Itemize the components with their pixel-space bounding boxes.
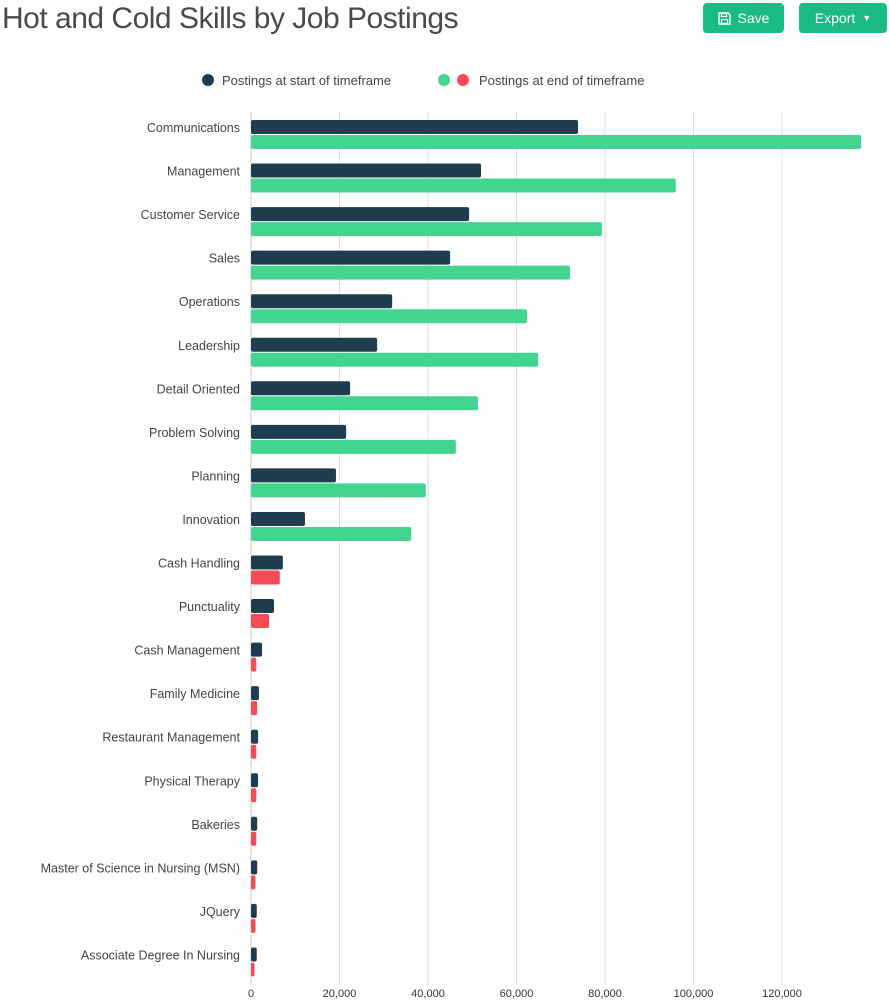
category-label: Family Medicine [150, 687, 240, 701]
export-button[interactable]: Export ▼ [799, 3, 887, 33]
bar-end [251, 570, 280, 585]
bar-end [251, 526, 412, 541]
legend-end-up-dot [438, 74, 450, 86]
bar-end [251, 222, 602, 237]
bar-start [251, 468, 336, 483]
bar-start [251, 294, 393, 309]
legend: Postings at start of timeframe Postings … [202, 73, 644, 88]
bar-start [251, 163, 482, 178]
category-label: Physical Therapy [144, 774, 240, 788]
bar-end [251, 439, 456, 454]
legend-start-label: Postings at start of timeframe [222, 73, 391, 88]
bar-start [251, 642, 263, 657]
category-label: Associate Degree In Nursing [81, 948, 240, 962]
x-tick-label: 60,000 [500, 988, 534, 1000]
category-label: Customer Service [141, 208, 240, 222]
page-title: Hot and Cold Skills by Job Postings [2, 2, 459, 35]
x-tick-label: 100,000 [674, 988, 714, 1000]
bar-start [251, 947, 257, 962]
category-label: Planning [191, 469, 240, 483]
x-tick-label: 0 [248, 988, 254, 1000]
bar-start [251, 860, 258, 875]
legend-end-down-dot [457, 74, 469, 86]
category-label: Bakeries [191, 818, 240, 832]
legend-start-dot [202, 74, 214, 86]
category-label: Leadership [178, 339, 240, 353]
bar-start [251, 903, 257, 918]
bar-start [251, 424, 347, 439]
floppy-disk-icon [717, 11, 731, 25]
category-label: Punctuality [179, 600, 241, 614]
bar-end [251, 962, 255, 977]
category-label: Management [167, 165, 240, 179]
bar-start [251, 555, 283, 570]
bar-end [251, 396, 479, 411]
bar-start [251, 207, 470, 222]
save-button[interactable]: Save [703, 3, 784, 33]
legend-end-label: Postings at end of timeframe [479, 73, 644, 88]
category-label: Sales [209, 252, 240, 266]
bar-end [251, 657, 257, 672]
category-label: Cash Management [134, 644, 240, 658]
bar-end [251, 788, 257, 803]
export-label: Export [814, 10, 856, 26]
category-label: JQuery [200, 905, 241, 919]
bar-end [251, 701, 258, 716]
bar-end [251, 918, 256, 933]
category-label: Communications [147, 121, 240, 135]
bar-start [251, 250, 451, 265]
category-label: Restaurant Management [102, 731, 240, 745]
bar-start [251, 599, 275, 614]
category-label: Cash Handling [158, 557, 240, 571]
x-tick-label: 20,000 [323, 988, 357, 1000]
category-label: Master of Science in Nursing (MSN) [41, 861, 240, 875]
bar-end [251, 483, 426, 498]
bar-end [251, 744, 257, 759]
bar-end [251, 831, 257, 846]
bar-start [251, 686, 259, 701]
bar-end [251, 875, 256, 890]
bar-end [251, 352, 539, 367]
bar-start [251, 337, 378, 352]
x-tick-label: 80,000 [588, 988, 622, 1000]
category-label: Problem Solving [149, 426, 240, 440]
bar-start [251, 381, 351, 396]
category-label: Innovation [182, 513, 240, 527]
x-tick-label: 120,000 [762, 988, 802, 1000]
bar-start [251, 773, 259, 788]
bar-start [251, 729, 259, 744]
bar-end [251, 178, 676, 193]
category-label: Operations [179, 295, 240, 309]
bar-start [251, 120, 579, 134]
bar-end [251, 309, 528, 324]
save-label: Save [737, 10, 770, 26]
bar-end [251, 614, 270, 629]
bar-end [251, 265, 571, 280]
bar-end [251, 135, 862, 149]
bar-start [251, 511, 305, 526]
x-tick-label: 40,000 [411, 988, 445, 1000]
caret-down-icon: ▼ [862, 13, 872, 23]
category-label: Detail Oriented [157, 382, 240, 396]
bar-start [251, 816, 258, 831]
